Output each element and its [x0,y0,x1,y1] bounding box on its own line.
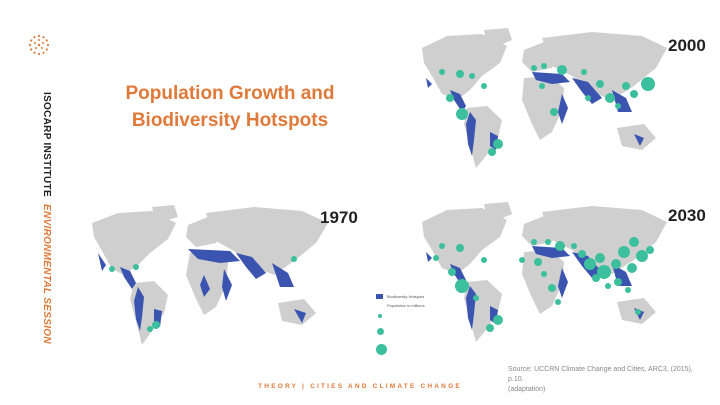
population-dot-medium [377,328,384,335]
legend-dot-large [376,344,392,355]
year-label-2030: 2030 [668,206,706,225]
legend-row-population: Population in millions [387,303,425,308]
map-1970 [84,205,334,355]
source-note: Source: UCCRN Climate Change and Cities,… [508,365,708,395]
side-brand: ISOCARP INSTITUTE ENVIRONMENTAL SESSION [22,30,52,344]
year-label-1970: 1970 [320,208,358,227]
slide-title: Population Growth and Biodiversity Hotsp… [100,80,360,134]
title-line-1: Population Growth and [125,83,335,104]
source-line-2: (adaptation) [508,386,546,393]
map-2000 [412,28,676,178]
vertical-brand-text: ISOCARP INSTITUTE ENVIRONMENTAL SESSION [41,92,52,344]
slide-footer: THEORY | CITIES AND CLIMATE CHANGE [258,383,462,390]
legend-hotspots-label: Biodiversity Hotspots [387,294,425,299]
map-legend: Biodiversity Hotspots Population in mill… [376,294,446,364]
world-map-1970 [92,205,328,345]
map-2030 [412,202,676,354]
session-label: ENVIRONMENTAL SESSION [41,204,52,344]
institute-label: ISOCARP INSTITUTE [41,92,52,197]
legend-dot-medium [377,328,389,335]
year-label-2000: 2000 [668,36,706,55]
hotspot-swatch [376,294,383,299]
title-line-2: Biodiversity Hotspots [131,110,329,131]
isocarp-logo [28,34,50,56]
legend-dot-small [378,314,387,318]
source-line-1: Source: UCCRN Climate Change and Cities,… [508,366,693,383]
population-dot-large [376,344,387,355]
population-dot-small [378,314,382,318]
world-map-2000 [422,28,667,168]
world-map-2030 [422,202,667,342]
legend-row-hotspots: Biodiversity Hotspots [376,294,424,299]
legend-population-label: Population in millions [387,303,425,308]
